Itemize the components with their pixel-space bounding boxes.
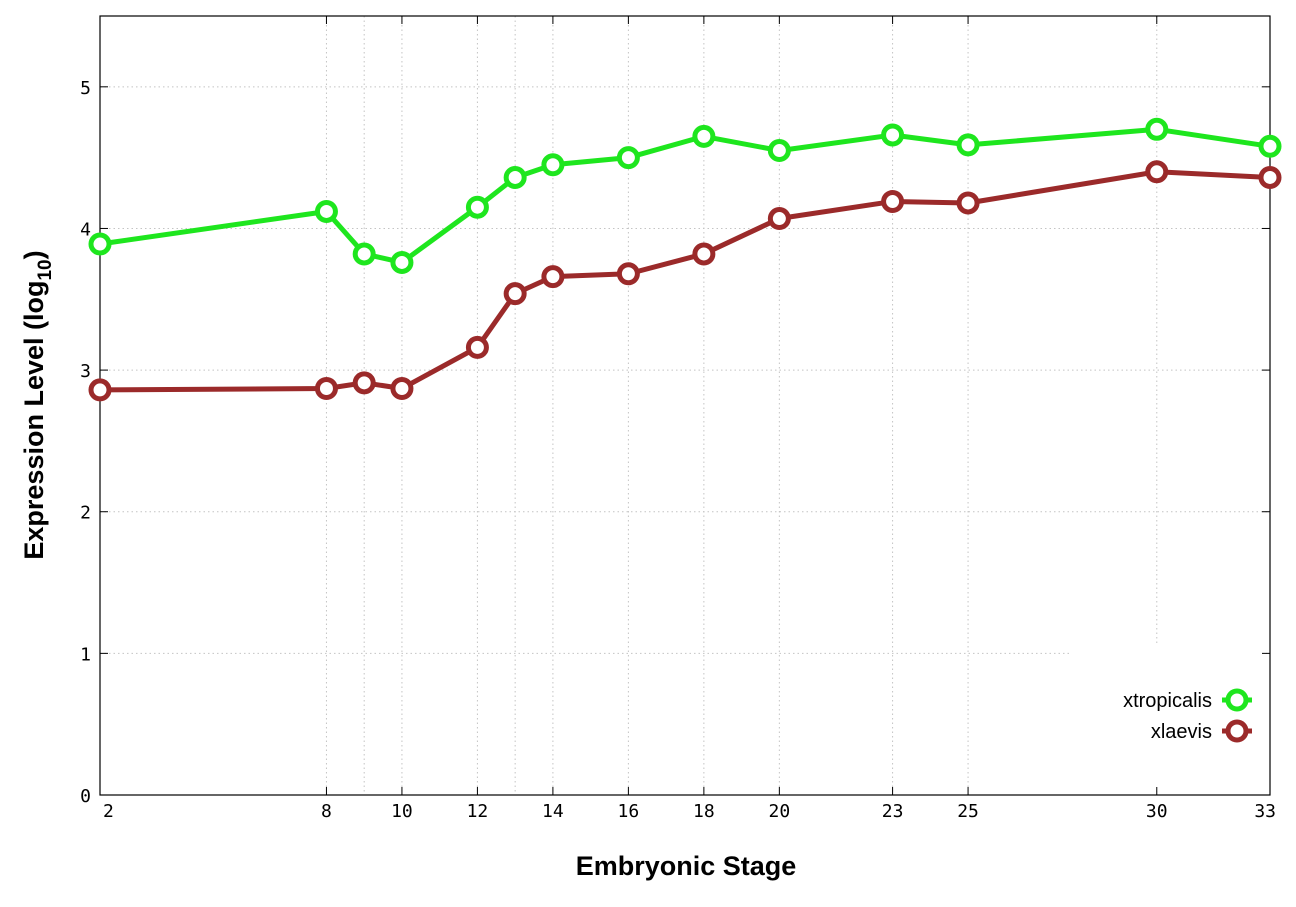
data-point-xtropicalis [88,232,112,256]
data-point-xlaevis [314,377,338,401]
data-point-xlaevis [616,262,640,286]
x-tick-label: 20 [769,801,791,822]
y-axis-title-main: Expression Level (log [19,281,49,560]
plot-frame [99,15,1271,796]
data-point-xlaevis [465,335,489,359]
data-point-xlaevis [1258,165,1282,189]
data-point-xtropicalis [881,123,905,147]
data-point-xtropicalis [767,139,791,163]
legend-label: xtropicalis [1123,690,1212,712]
x-tick-label: 16 [618,801,640,822]
data-point-xtropicalis [541,153,565,177]
grid-lines [100,16,1270,795]
x-tick-label: 12 [467,801,489,822]
legend-background [1072,643,1266,791]
data-point-xtropicalis [503,165,527,189]
data-point-xtropicalis [390,250,414,274]
data-point-xtropicalis [465,195,489,219]
legend-marker [1225,688,1249,712]
y-axis-title-close: ) [19,250,49,259]
legend-entry-xlaevis: xlaevis [1151,719,1252,743]
data-point-xlaevis [692,242,716,266]
legend: xtropicalis xlaevis [1123,688,1252,743]
legend-entry-xtropicalis: xtropicalis [1123,688,1252,712]
x-tick-label: 8 [321,801,332,822]
series-lines [88,117,1282,402]
series-line-xlaevis [99,169,1271,393]
y-tick-label: 0 [80,786,91,807]
x-tick-label: 14 [542,801,564,822]
legend-marker [1225,719,1249,743]
series-xlaevis [88,160,1282,402]
data-point-xtropicalis [616,146,640,170]
data-point-xtropicalis [692,124,716,148]
data-point-xlaevis [1145,160,1169,184]
x-tick-label: 2 [103,801,114,822]
data-point-xlaevis [767,207,791,231]
data-point-xlaevis [352,371,376,395]
data-point-xlaevis [956,191,980,215]
y-axis-title-subscript: 10 [35,259,56,280]
y-tick-label: 1 [80,644,91,665]
x-tick-label: 10 [391,801,413,822]
x-tick-label: 30 [1146,801,1168,822]
x-tick-label: 33 [1254,801,1276,822]
data-point-xlaevis [390,377,414,401]
data-point-xlaevis [503,282,527,306]
y-axis-title: Expression Level (log10) [19,250,56,559]
y-tick-label: 5 [80,78,91,99]
data-point-xtropicalis [1145,117,1169,141]
x-tick-label: 25 [957,801,979,822]
x-tick-label: 23 [882,801,904,822]
data-point-xlaevis [541,265,565,289]
data-point-xtropicalis [352,242,376,266]
series-line-xtropicalis [99,126,1271,265]
data-point-xtropicalis [956,133,980,157]
data-point-xlaevis [881,190,905,214]
data-point-xtropicalis [1258,134,1282,158]
x-tick-label: 18 [693,801,715,822]
data-point-xlaevis [88,378,112,402]
series-xtropicalis [88,117,1282,274]
legend-label: xlaevis [1151,721,1212,743]
x-axis-title: Embryonic Stage [576,851,797,881]
y-tick-label: 2 [80,503,91,524]
y-tick-label: 3 [80,361,91,382]
data-point-xtropicalis [314,199,338,223]
y-tick-label: 4 [80,219,91,240]
